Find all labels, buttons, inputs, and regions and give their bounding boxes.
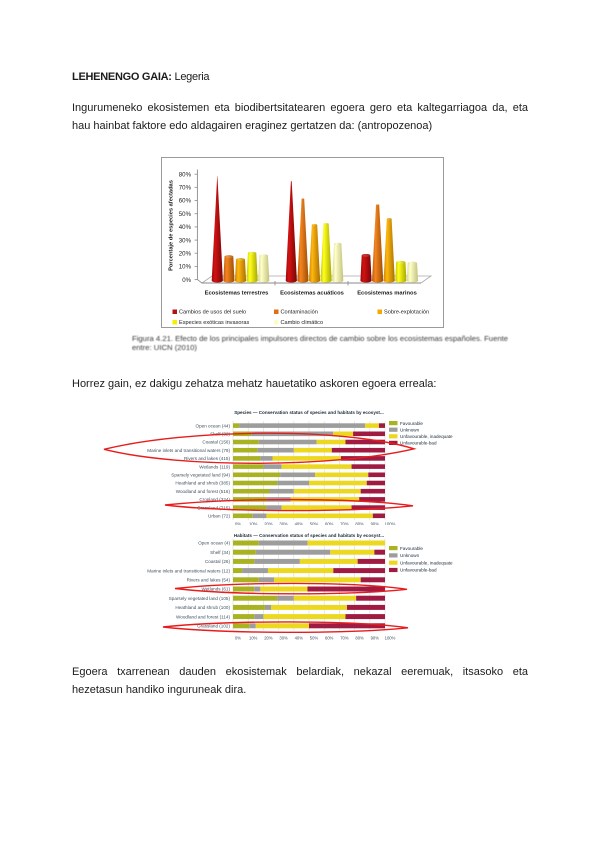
svg-text:Favourable: Favourable (400, 546, 423, 551)
svg-text:Cropland (324): Cropland (324) (199, 497, 230, 502)
svg-text:Grassland (715): Grassland (715) (197, 505, 230, 510)
svg-text:Urban (72): Urban (72) (208, 514, 230, 519)
svg-text:10%: 10% (179, 264, 192, 271)
svg-text:Wetlands (61): Wetlands (61) (201, 587, 230, 592)
svg-text:50%: 50% (310, 522, 319, 526)
svg-text:Wetlands (119): Wetlands (119) (199, 464, 230, 469)
svg-text:Marine inlets and transitional: Marine inlets and transitional waters (1… (147, 568, 230, 573)
svg-text:Porcentaje de especies afectad: Porcentaje de especies afectadas (169, 180, 175, 271)
svg-text:Cambios de usos del suelo: Cambios de usos del suelo (179, 310, 246, 316)
svg-text:Sobre-explotación: Sobre-explotación (384, 310, 429, 316)
svg-text:Unknown: Unknown (400, 553, 420, 558)
svg-text:Unfavourable-bad: Unfavourable-bad (400, 441, 437, 446)
svg-text:10%: 10% (249, 636, 258, 641)
svg-text:80%: 80% (179, 171, 192, 178)
svg-text:40%: 40% (295, 522, 304, 526)
svg-text:60%: 60% (325, 522, 334, 526)
svg-text:50%: 50% (310, 636, 319, 641)
svg-text:Rivers and lakes (54): Rivers and lakes (54) (187, 578, 231, 583)
svg-text:10%: 10% (249, 522, 258, 526)
svg-text:Ecosistemas acuáticos: Ecosistemas acuáticos (280, 290, 344, 296)
svg-text:Heathland and shrub (100): Heathland and shrub (100) (175, 605, 230, 610)
svg-text:Species — Conservation status: Species — Conservation status of species… (234, 410, 384, 415)
svg-text:Contaminación: Contaminación (281, 310, 318, 316)
svg-text:Ecosistemas terrestres: Ecosistemas terrestres (205, 290, 269, 296)
svg-text:Habitats — Conservation status: Habitats — Conservation status of specie… (234, 533, 384, 538)
svg-text:60%: 60% (325, 636, 334, 641)
svg-text:20%: 20% (264, 636, 273, 641)
svg-text:Woodland and forest (516): Woodland and forest (516) (176, 489, 231, 494)
svg-text:0%: 0% (235, 522, 241, 526)
svg-text:90%: 90% (371, 636, 380, 641)
svg-text:Favourable: Favourable (400, 421, 423, 426)
svg-text:20%: 20% (179, 250, 192, 257)
svg-text:Especies exóticas invasoras: Especies exóticas invasoras (179, 320, 249, 326)
svg-text:100%: 100% (385, 636, 396, 641)
svg-text:30%: 30% (279, 522, 288, 526)
svg-text:Unfavourable-bad: Unfavourable-bad (400, 568, 437, 573)
svg-text:Sparsely vegetated land (105): Sparsely vegetated land (105) (169, 596, 231, 601)
svg-text:80%: 80% (355, 636, 364, 641)
svg-text:70%: 70% (340, 636, 349, 641)
svg-text:20%: 20% (264, 522, 273, 526)
svg-text:Ecosistemas marinos: Ecosistemas marinos (357, 290, 417, 296)
svg-text:90%: 90% (371, 522, 380, 526)
svg-text:50%: 50% (179, 211, 192, 218)
svg-text:40%: 40% (179, 224, 192, 231)
svg-text:70%: 70% (179, 185, 192, 192)
svg-text:0%: 0% (182, 277, 191, 284)
svg-text:Unknown: Unknown (400, 427, 420, 432)
svg-text:Cambio climático: Cambio climático (281, 320, 324, 326)
svg-text:80%: 80% (355, 522, 364, 526)
svg-text:70%: 70% (340, 522, 349, 526)
svg-text:0%: 0% (235, 636, 241, 641)
svg-text:Coastal (26): Coastal (26) (205, 559, 230, 564)
svg-text:30%: 30% (179, 237, 192, 244)
svg-text:Unfavourable, inadequate: Unfavourable, inadequate (400, 560, 453, 565)
svg-text:30%: 30% (279, 636, 288, 641)
svg-text:Heathland and shrub (385): Heathland and shrub (385) (175, 481, 230, 486)
svg-text:Open ocean (44): Open ocean (44) (196, 423, 231, 428)
svg-text:Open ocean (4): Open ocean (4) (198, 541, 230, 546)
svg-text:Sparsely vegetated land (94): Sparsely vegetated land (94) (171, 473, 230, 478)
svg-text:100%: 100% (385, 522, 396, 526)
svg-text:Marine inlets and transitional: Marine inlets and transitional waters (7… (147, 448, 230, 453)
svg-text:Unfavourable, inadequate: Unfavourable, inadequate (400, 434, 453, 439)
svg-text:Woodland and forest (114): Woodland and forest (114) (176, 614, 230, 619)
svg-text:60%: 60% (179, 198, 192, 205)
svg-text:Grassland (102): Grassland (102) (197, 624, 230, 629)
svg-text:Coastal (156): Coastal (156) (202, 440, 230, 445)
svg-text:40%: 40% (295, 636, 304, 641)
svg-text:Rivers and lakes (415): Rivers and lakes (415) (184, 456, 230, 461)
svg-text:Shelf (34): Shelf (34) (210, 550, 230, 555)
